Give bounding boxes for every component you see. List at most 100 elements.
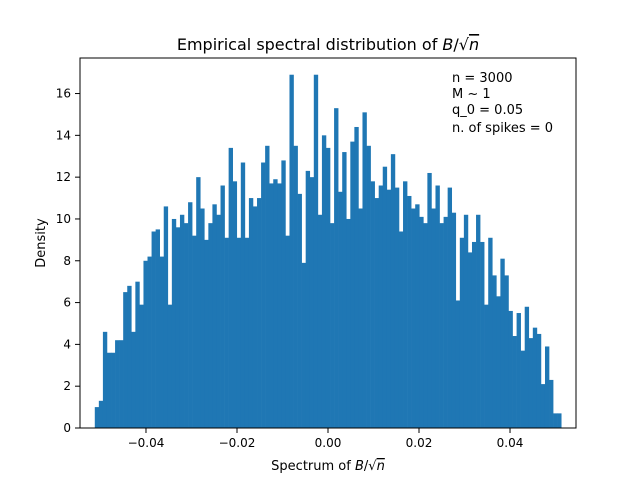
histogram-bar <box>277 183 282 428</box>
histogram-bar <box>94 407 100 428</box>
histogram-bar <box>378 185 384 428</box>
histogram-bar <box>390 154 396 428</box>
histogram-bar <box>492 275 497 428</box>
histogram-bar <box>208 223 213 428</box>
histogram-bar <box>102 331 108 428</box>
histogram-bar <box>471 241 477 428</box>
histogram-bar <box>536 333 542 428</box>
histogram-bar <box>516 313 521 428</box>
histogram-bar <box>528 338 534 428</box>
histogram-bar <box>220 185 225 428</box>
y-tick-label: 4 <box>63 337 71 351</box>
y-tick-label: 12 <box>56 170 71 184</box>
histogram-bar <box>334 108 339 429</box>
histogram-bar <box>338 191 343 428</box>
histogram-bar <box>407 195 412 428</box>
histogram-bar <box>269 183 274 428</box>
histogram-bar <box>224 237 229 428</box>
histogram-bar <box>204 239 209 428</box>
histogram-bar <box>423 223 428 428</box>
histogram-bar <box>557 413 562 428</box>
histogram-bar <box>216 214 221 428</box>
x-axis-label: Spectrum of B/√n <box>271 459 385 474</box>
histogram-bar <box>143 260 148 428</box>
histogram-bar <box>366 145 371 429</box>
histogram-bar <box>313 74 319 428</box>
histogram-bar <box>358 208 363 428</box>
histogram-bar <box>386 189 392 428</box>
histogram-bar <box>354 126 359 428</box>
histogram-bar <box>504 275 509 428</box>
histogram-bar <box>188 202 193 428</box>
histogram-bar <box>342 152 347 428</box>
x-tick-label: 0.00 <box>315 436 342 450</box>
histogram-bars <box>94 74 562 429</box>
histogram-bar <box>467 252 473 428</box>
histogram-bar <box>500 258 505 428</box>
histogram-bar <box>252 206 258 428</box>
histogram-bar <box>155 229 160 428</box>
histogram-bar <box>119 340 124 428</box>
histogram-bar <box>374 198 379 428</box>
histogram-bar <box>248 198 254 428</box>
x-tick-label: 0.02 <box>406 436 433 450</box>
histogram-bar <box>508 310 513 428</box>
histogram-bar <box>362 112 367 428</box>
histogram-bar <box>297 193 302 428</box>
y-tick-label: 2 <box>63 379 71 393</box>
histogram-bar <box>403 181 408 428</box>
chart-title: Empirical spectral distribution of B/√n <box>177 35 479 54</box>
histogram-bar <box>147 256 152 428</box>
histogram-bar <box>111 352 116 428</box>
histogram-bar <box>273 179 278 428</box>
x-axis-ticks: −0.04 −0.02 0.00 0.02 0.04 <box>128 428 523 450</box>
histogram-bar <box>301 262 306 428</box>
histogram-bar <box>419 216 424 428</box>
histogram-bar <box>447 187 453 428</box>
histogram-bar <box>524 306 530 428</box>
histogram-bar <box>175 227 181 428</box>
histogram-bar <box>244 237 250 428</box>
histogram-bar <box>261 162 266 428</box>
y-tick-label: 16 <box>56 87 71 101</box>
x-tick-label: −0.04 <box>128 436 165 450</box>
histogram-bar <box>139 304 144 428</box>
histogram-bar <box>480 241 485 428</box>
histogram-bar <box>281 160 286 428</box>
histogram-bar <box>549 379 554 428</box>
histogram-bar <box>484 304 489 428</box>
histogram-bar <box>289 74 294 428</box>
histogram-bar <box>553 413 558 428</box>
annotation-q0: q_0 = 0.05 <box>452 103 523 118</box>
histogram-bar <box>330 223 335 428</box>
histogram-bar <box>159 256 165 428</box>
y-tick-label: 6 <box>63 296 71 310</box>
y-tick-label: 14 <box>56 128 71 142</box>
histogram-bar <box>106 352 112 428</box>
histogram-bar <box>98 400 104 428</box>
histogram-bar <box>427 172 432 428</box>
histogram-bar <box>184 223 189 428</box>
histogram-bar <box>532 327 538 428</box>
histogram-bar <box>544 346 550 428</box>
histogram-bar <box>415 204 420 428</box>
histogram-bar <box>443 216 448 428</box>
histogram-bar <box>398 231 404 428</box>
histogram-bar <box>382 166 388 428</box>
histogram-bar <box>411 208 416 428</box>
histogram-bar <box>431 208 436 428</box>
histogram-bar <box>321 135 327 428</box>
y-axis-ticks: 0 2 4 6 8 10 12 14 16 <box>56 87 80 435</box>
histogram-bar <box>317 214 323 428</box>
histogram-bar <box>451 212 457 428</box>
histogram-bar <box>228 147 233 428</box>
histogram-bar <box>131 331 136 428</box>
histogram-bar <box>167 304 173 428</box>
histogram-bar <box>496 296 501 428</box>
histogram-bar <box>200 208 205 428</box>
annotation-m: M ~ 1 <box>452 87 491 102</box>
y-axis-label: Density <box>34 218 49 268</box>
histogram-bar <box>350 141 355 428</box>
histogram-bar <box>115 340 120 428</box>
